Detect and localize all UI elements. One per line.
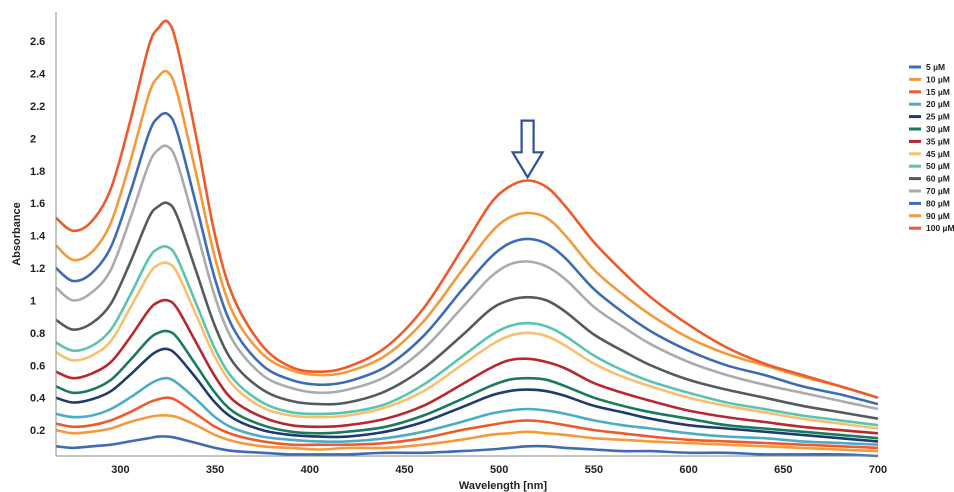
- y-tick-label: 2.2: [30, 101, 45, 113]
- series-line-3: [55, 396, 879, 450]
- series-line-14: [55, 19, 879, 399]
- series-line-9: [55, 244, 879, 427]
- y-tick-label: 2.4: [30, 69, 46, 81]
- legend-label: 30 µM: [926, 124, 950, 134]
- y-tick-label: 0.8: [30, 328, 45, 340]
- series-line-12: [55, 111, 879, 406]
- legend-label: 100 µM: [926, 223, 954, 233]
- series-line-4: [55, 376, 879, 446]
- legend-label: 5 µM: [926, 62, 945, 72]
- series-line-6: [55, 329, 879, 440]
- y-tick-label: 1.2: [30, 263, 45, 275]
- legend-label: 70 µM: [926, 186, 950, 196]
- series-line-8: [55, 261, 879, 430]
- y-tick-label: 1.4: [30, 231, 46, 243]
- x-axis-ticks: 300 350 400 450 500 550 600 650 700: [111, 464, 887, 476]
- x-tick-label: 650: [774, 464, 792, 476]
- x-tick-label: 300: [111, 464, 129, 476]
- x-tick-label: 450: [395, 464, 413, 476]
- x-tick-label: 700: [869, 464, 887, 476]
- legend: 5 µM 10 µM 15 µM 20 µM 25 µM 30 µM 35 µM 45 µM 5…: [909, 62, 954, 233]
- x-tick-label: 400: [301, 464, 319, 476]
- y-tick-label: 1.8: [30, 166, 45, 178]
- y-tick-label: 2.6: [30, 36, 45, 48]
- series-lines: [55, 19, 879, 458]
- x-tick-label: 600: [679, 464, 697, 476]
- axes: [55, 12, 878, 457]
- y-tick-label: 0.2: [30, 425, 45, 437]
- y-tick-label: 1.6: [30, 198, 45, 210]
- series-line-10: [55, 201, 879, 420]
- y-axis-title: Absorbance: [11, 202, 23, 266]
- down-arrow-icon: [510, 119, 545, 180]
- legend-label: 90 µM: [926, 211, 950, 221]
- series-line-11: [55, 144, 879, 411]
- y-axis-ticks: 0.2 0.4 0.6 0.8 1 1.2 1.4 1.6 1.8 2 2.2 2.4 2.6: [30, 36, 46, 437]
- legend-label: 45 µM: [926, 149, 950, 159]
- y-tick-label: 0.6: [30, 360, 45, 372]
- legend-label: 15 µM: [926, 87, 950, 97]
- x-tick-label: 350: [206, 464, 224, 476]
- series-line-5: [55, 347, 879, 443]
- series-line-2: [55, 413, 879, 453]
- y-tick-label: 1: [30, 295, 36, 307]
- x-tick-label: 500: [490, 464, 508, 476]
- y-tick-label: 0.4: [30, 393, 46, 405]
- series-line-1: [55, 435, 879, 458]
- y-tick-label: 2: [30, 133, 36, 145]
- down-arrow-annotation: [510, 119, 545, 180]
- legend-label: 10 µM: [926, 74, 950, 84]
- legend-label: 35 µM: [926, 136, 950, 146]
- series-line-7: [55, 298, 879, 435]
- series-line-13: [55, 69, 879, 399]
- x-axis-title: Wavelength [nm]: [459, 480, 548, 492]
- x-tick-label: 550: [585, 464, 603, 476]
- legend-label: 20 µM: [926, 99, 950, 109]
- legend-label: 50 µM: [926, 161, 950, 171]
- legend-label: 25 µM: [926, 112, 950, 122]
- legend-label: 80 µM: [926, 198, 950, 208]
- legend-label: 60 µM: [926, 174, 950, 184]
